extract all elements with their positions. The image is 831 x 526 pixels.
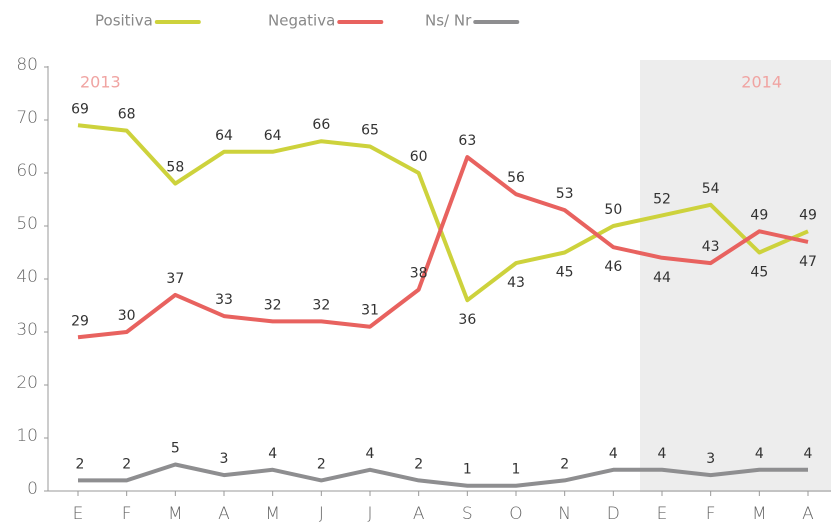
- x-tick-label: J: [367, 504, 372, 524]
- y-tick-label: 40: [16, 267, 38, 287]
- data-label: 30: [118, 308, 136, 324]
- x-tick-label: M: [752, 504, 767, 524]
- y-tick-label: 0: [27, 479, 38, 499]
- data-label: 32: [264, 297, 282, 313]
- annotation: 2014: [741, 73, 782, 92]
- data-label: 65: [361, 123, 379, 139]
- annotation: 2013: [80, 73, 121, 92]
- x-tick-label: M: [265, 504, 280, 524]
- data-label: 4: [366, 446, 375, 462]
- data-label: 2: [76, 456, 85, 472]
- data-label: 69: [71, 101, 89, 117]
- series-line: [77, 155, 809, 340]
- x-tick-label: E: [73, 504, 84, 524]
- data-label: 4: [268, 446, 277, 462]
- data-label: 2: [317, 456, 326, 472]
- y-tick-label: 30: [16, 320, 38, 340]
- data-label: 4: [804, 446, 813, 462]
- x-tick-label: A: [413, 504, 425, 524]
- x-tick-label: D: [607, 504, 620, 524]
- data-label: 2: [414, 456, 423, 472]
- data-label: 54: [702, 181, 720, 197]
- data-label: 68: [118, 107, 136, 123]
- data-label: 50: [604, 202, 622, 218]
- series-line: [77, 123, 809, 303]
- y-tick-label: 80: [16, 55, 38, 75]
- data-label: 45: [556, 265, 574, 281]
- data-label: 56: [507, 170, 525, 186]
- data-label: 64: [264, 128, 282, 144]
- data-label: 45: [750, 265, 768, 281]
- x-tick-label: F: [122, 504, 132, 524]
- data-label: 37: [166, 271, 184, 287]
- x-tick-label: M: [168, 504, 183, 524]
- x-tick-label: A: [218, 504, 230, 524]
- x-tick-label: F: [706, 504, 716, 524]
- data-label: 3: [706, 451, 715, 467]
- y-tick-label: 20: [16, 373, 38, 393]
- x-tick-label: A: [802, 504, 814, 524]
- data-label: 31: [361, 303, 379, 319]
- legend-label: Negativa: [268, 12, 335, 30]
- data-label: 4: [658, 446, 667, 462]
- data-label: 43: [702, 239, 720, 255]
- data-label: 4: [609, 446, 618, 462]
- x-tick-label: S: [462, 504, 473, 524]
- data-label: 64: [215, 128, 233, 144]
- data-label: 3: [220, 451, 229, 467]
- data-label: 32: [312, 297, 330, 313]
- y-tick-label: 10: [16, 426, 38, 446]
- data-label: 36: [458, 312, 476, 328]
- data-label: 5: [171, 441, 180, 457]
- legend-label: Positiva: [95, 12, 153, 30]
- data-label: 2: [122, 456, 131, 472]
- data-label: 4: [755, 446, 764, 462]
- data-label: 52: [653, 191, 671, 207]
- y-tick-label: 60: [16, 161, 38, 181]
- x-tick-label: E: [657, 504, 668, 524]
- data-label: 44: [653, 270, 671, 286]
- data-label: 29: [71, 313, 89, 329]
- data-label: 47: [799, 254, 817, 270]
- data-label: 60: [410, 149, 428, 165]
- data-label: 63: [458, 133, 476, 149]
- data-label: 46: [604, 259, 622, 275]
- series-line: [78, 462, 808, 488]
- data-label: 49: [799, 207, 817, 223]
- legend-label: Ns/ Nr: [425, 12, 472, 30]
- x-tick-label: J: [319, 504, 324, 524]
- data-label: 1: [512, 462, 521, 478]
- x-tick-label: N: [558, 504, 571, 524]
- data-label: 58: [166, 160, 184, 176]
- data-label: 43: [507, 275, 525, 291]
- data-label: 2: [560, 456, 569, 472]
- y-tick-label: 70: [16, 108, 38, 128]
- data-label: 1: [463, 462, 472, 478]
- data-label: 33: [215, 292, 233, 308]
- data-label: 53: [556, 186, 574, 202]
- data-label: 38: [410, 266, 428, 282]
- highlight-2014: [640, 60, 831, 492]
- data-label: 49: [750, 207, 768, 223]
- data-label: 66: [312, 117, 330, 133]
- y-tick-label: 50: [16, 214, 38, 234]
- x-tick-label: O: [509, 504, 522, 524]
